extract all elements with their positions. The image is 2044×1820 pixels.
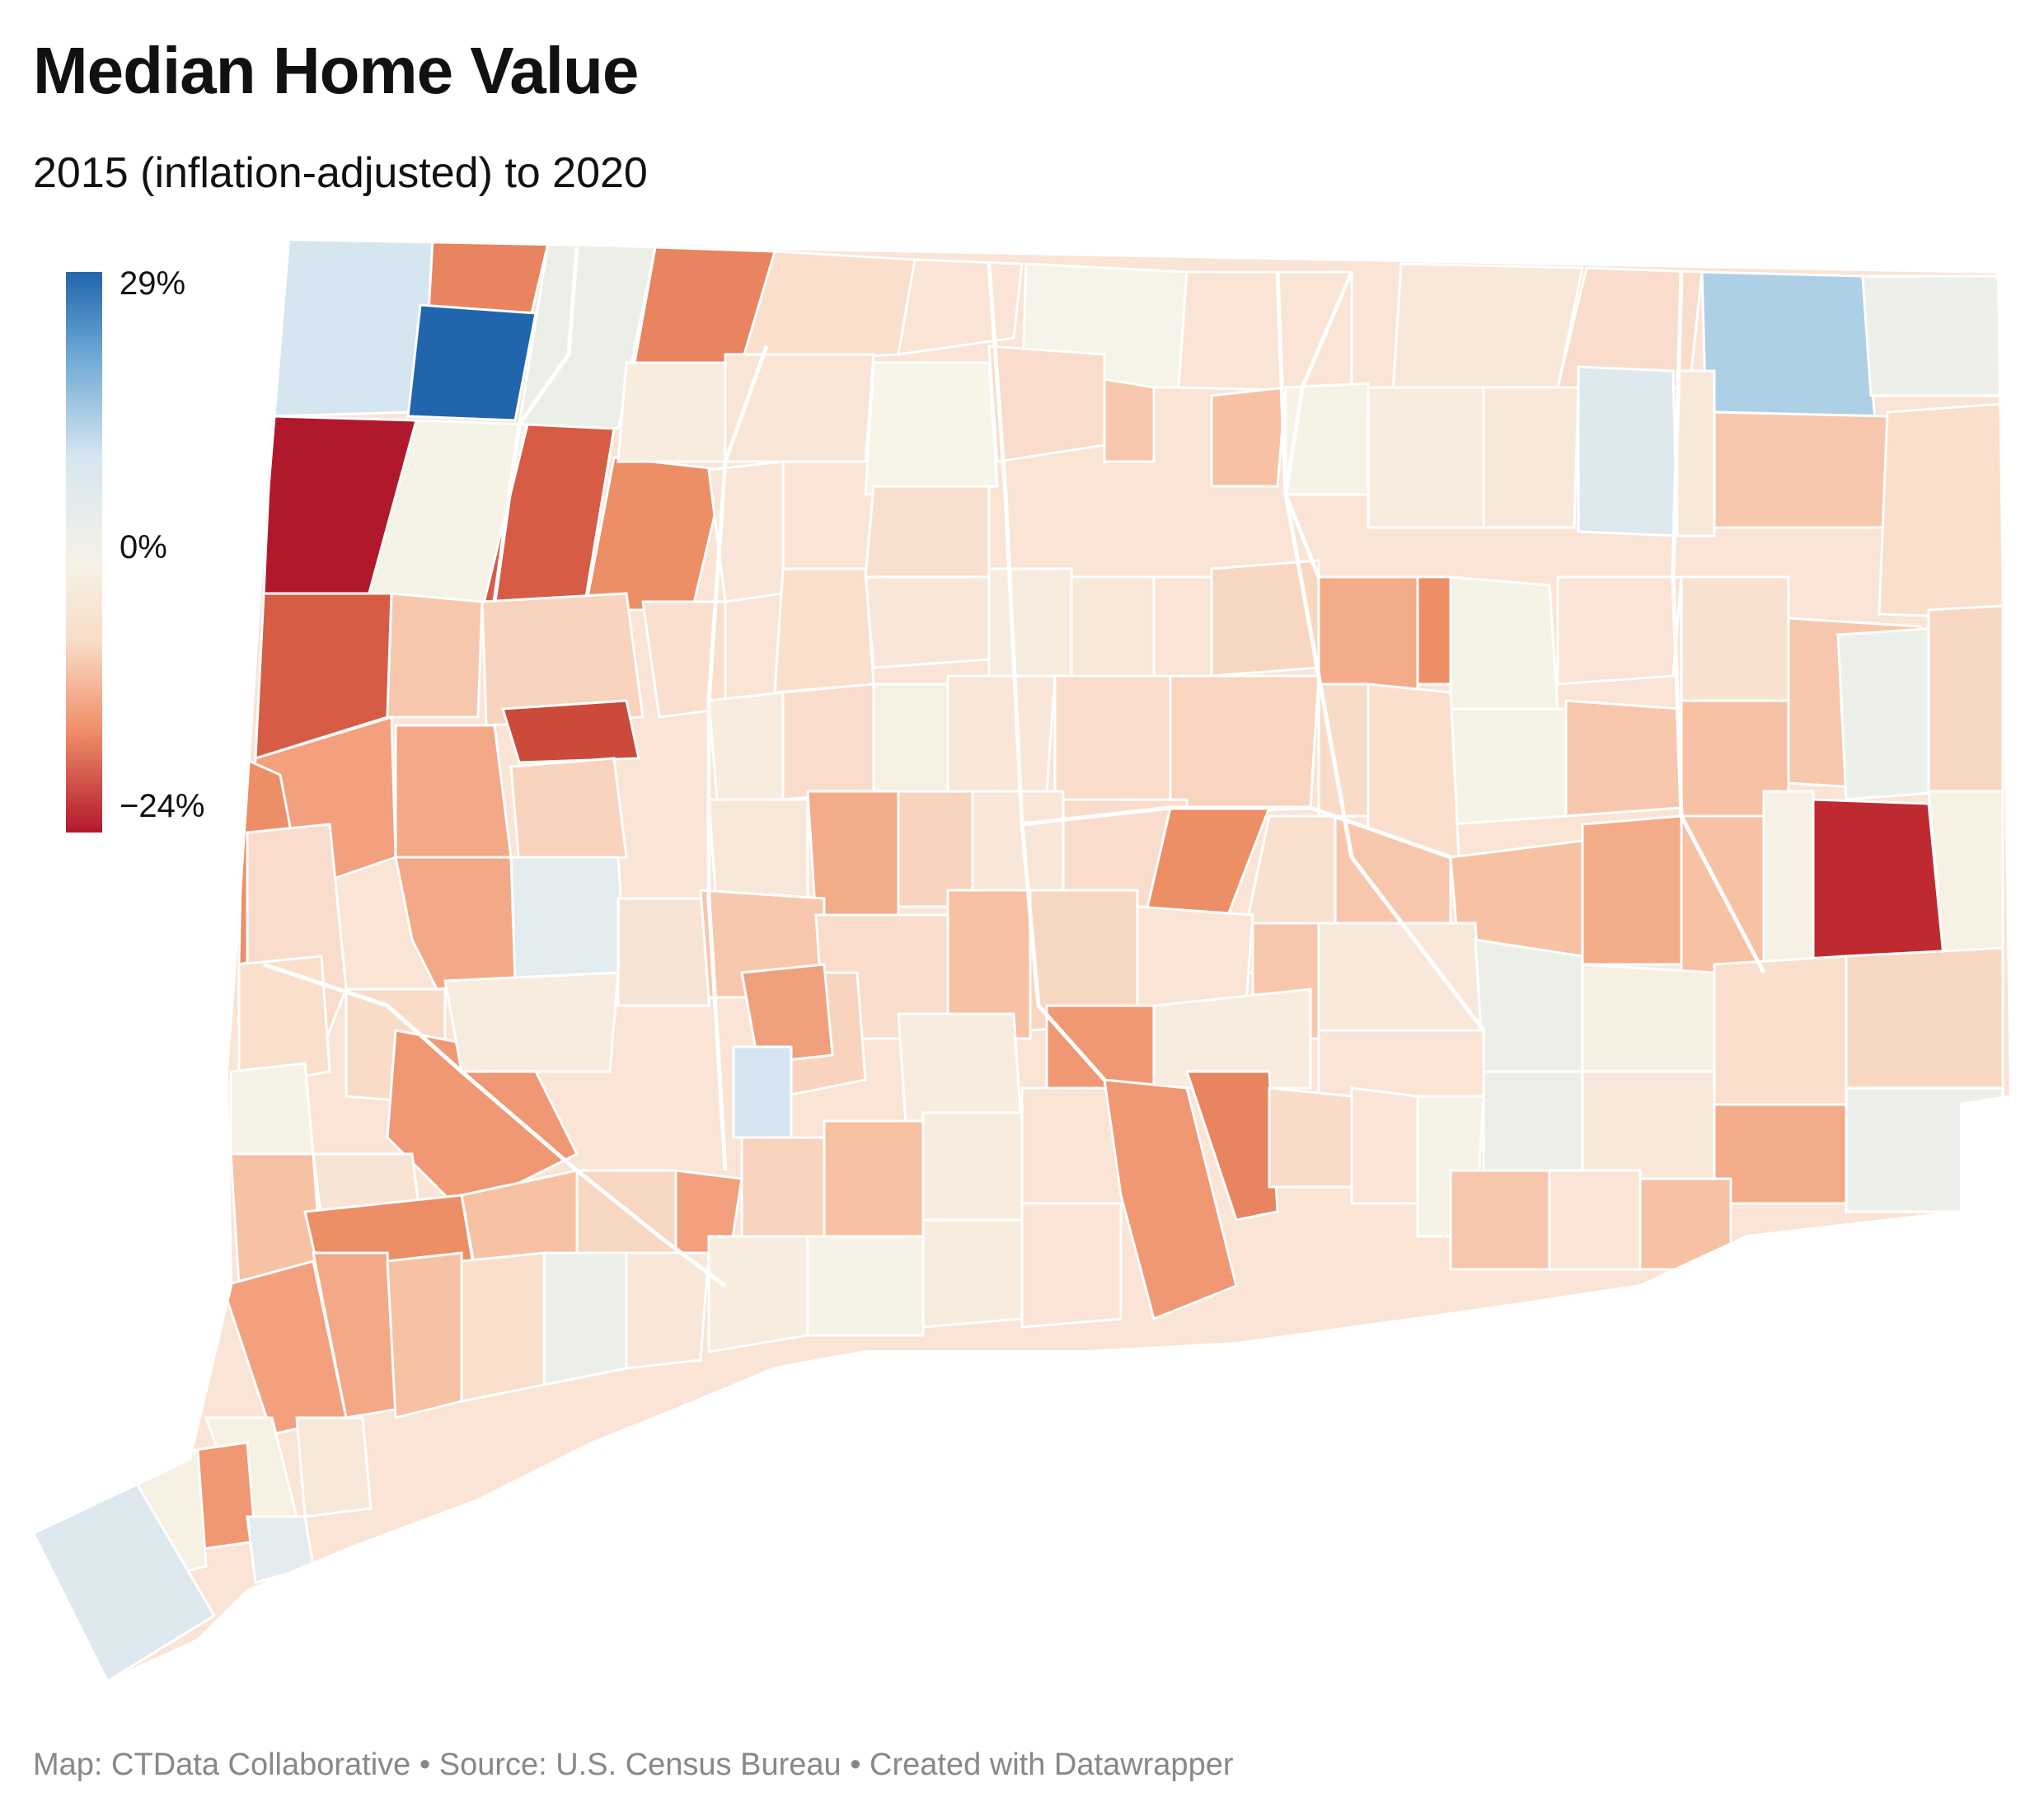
- town-montville: [1317, 922, 1485, 1040]
- town-plainfield: [1927, 604, 2004, 793]
- town-windsor-locks: [1103, 378, 1156, 463]
- legend-mid-label: 0%: [120, 529, 167, 565]
- town-putnam: [1878, 402, 2004, 620]
- town-wethersfield: [946, 674, 1057, 793]
- town-guilford: [1103, 1078, 1238, 1321]
- town-bloomfield: [987, 567, 1073, 678]
- map-title: Median Home Value: [33, 34, 639, 107]
- town-barkhamsted: [616, 361, 727, 463]
- town-milford: [625, 1251, 710, 1370]
- town-plymouth: [707, 691, 785, 801]
- town-darien: [246, 1515, 315, 1584]
- town-bristol: [781, 682, 875, 801]
- town-east-hartford: [1070, 575, 1156, 678]
- town-westbrook: [1350, 1086, 1419, 1205]
- town-pomfret: [1556, 575, 1683, 686]
- town-litchfield: [481, 592, 645, 727]
- town-mystic: [1713, 1103, 1848, 1205]
- town-morris: [501, 699, 640, 764]
- town-warren: [386, 592, 484, 719]
- county-boundaries: [263, 246, 1766, 1288]
- town-scotland: [1564, 699, 1683, 818]
- town-watertown: [509, 757, 628, 867]
- town-southbury: [443, 971, 620, 1073]
- town-ellington: [1284, 382, 1370, 496]
- town-bethany: [732, 1045, 793, 1139]
- town-washington: [394, 724, 513, 859]
- town-woodbridge: [823, 1119, 925, 1238]
- town-north-stonington: [1812, 798, 1947, 974]
- town-thompson: [1861, 274, 2004, 397]
- town-somers: [1391, 262, 1584, 393]
- town-ashford: [1577, 365, 1679, 537]
- town-chaplin: [1416, 575, 1452, 686]
- town-old-lyme: [1449, 1169, 1551, 1271]
- town-willington: [1482, 386, 1580, 529]
- town-killingworth: [1152, 987, 1312, 1090]
- state-outline: [30, 237, 2014, 1684]
- town-simsbury: [864, 361, 999, 496]
- town-canton: [724, 353, 875, 463]
- town-north-haven: [921, 1111, 1024, 1222]
- town-westport: [295, 1416, 373, 1518]
- town-ledyard: [1581, 963, 1716, 1081]
- town-glastonbury: [1053, 674, 1172, 801]
- town-mansfield: [1317, 575, 1419, 694]
- town-east-granby: [987, 345, 1106, 463]
- town-danbury: [237, 955, 331, 1090]
- town-canterbury: [1449, 707, 1568, 826]
- town-stratford: [542, 1251, 628, 1386]
- town-stonington: [1845, 946, 2004, 1106]
- town-fairfield: [386, 1251, 463, 1419]
- town-west-hartford: [773, 567, 875, 694]
- town-hebron: [1169, 674, 1320, 818]
- town-columbia: [1317, 682, 1370, 818]
- town-meriden: [946, 889, 1032, 1040]
- town-eastford: [1676, 369, 1716, 537]
- town-woodstock: [1713, 410, 1889, 529]
- color-legend-bar: [66, 272, 102, 833]
- town-branford: [1020, 1202, 1123, 1329]
- town-middlebury: [616, 897, 710, 1007]
- town-madison: [1184, 1070, 1279, 1222]
- town-new-london: [1548, 1169, 1642, 1271]
- town-salem: [1474, 938, 1584, 1073]
- town-granby: [897, 258, 1024, 356]
- town-tolland: [1367, 386, 1485, 529]
- town-lisbon: [1581, 814, 1683, 966]
- town-brooklyn: [1680, 575, 1790, 711]
- town-east-lyme: [1638, 1177, 1732, 1271]
- town-newington: [872, 682, 949, 793]
- town-new-fairfield: [229, 1062, 315, 1156]
- town-north-canaan: [406, 303, 537, 422]
- town-derby: [740, 1136, 826, 1238]
- town-waterford: [1482, 1070, 1584, 1180]
- town-lyme: [1317, 1029, 1485, 1098]
- town-farmington: [864, 575, 991, 669]
- town-bolton: [1152, 575, 1213, 686]
- town-union: [1700, 270, 1877, 422]
- town-prospect: [740, 963, 834, 1065]
- map-subtitle: 2015 (inflation-adjusted) to 2020: [33, 149, 648, 197]
- town-portland: [971, 790, 1065, 900]
- town-bridgeport: [460, 1251, 546, 1403]
- town-manchester: [1210, 386, 1287, 488]
- town-preston: [1713, 955, 1848, 1114]
- town-avon: [864, 485, 991, 579]
- legend-max-label: 29%: [120, 265, 186, 302]
- town-west-haven: [707, 1235, 809, 1353]
- town-east-haven: [921, 1218, 1024, 1329]
- map-footer-credits: Map: CTData Collaborative • Source: U.S.…: [33, 1747, 1234, 1782]
- town-pawcatuck: [1845, 1086, 2004, 1213]
- town-clinton: [1268, 1086, 1353, 1189]
- legend-min-label: −24%: [120, 788, 205, 824]
- town-hampton: [1449, 575, 1559, 711]
- town-canaan: [427, 239, 550, 315]
- town-woodbury: [509, 856, 628, 991]
- town-new-haven: [806, 1235, 925, 1337]
